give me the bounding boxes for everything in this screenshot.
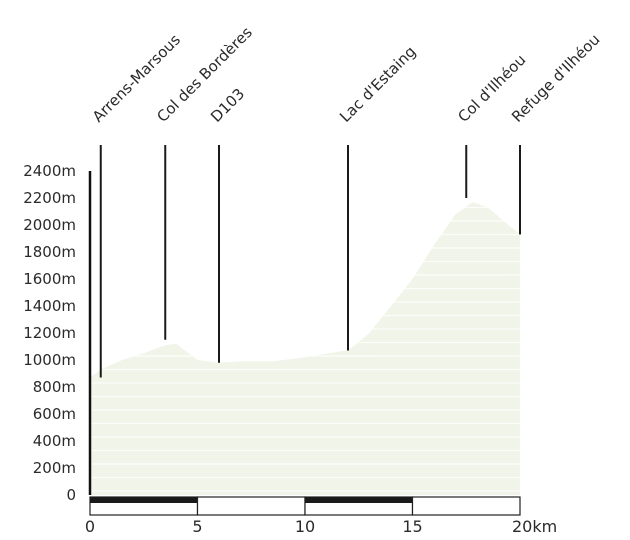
- y-tick-label: 1400m: [23, 297, 76, 315]
- x-tick-label: 20km: [512, 517, 557, 536]
- waypoint-label: Refuge d'Ilhéou: [508, 30, 603, 125]
- scale-bar-segment: [196, 496, 306, 516]
- x-tick-label: 5: [192, 517, 202, 536]
- y-tick-label: 0: [66, 486, 76, 504]
- profile-area-layer: [90, 202, 520, 495]
- x-tick-label: 10: [295, 517, 315, 536]
- waypoint-label: D103: [207, 85, 248, 126]
- x-tick-label: 0: [85, 517, 95, 536]
- y-tick-label: 200m: [33, 459, 76, 477]
- scale-bar-fill: [90, 497, 198, 503]
- elevation-area: [90, 202, 520, 495]
- y-tick-label: 2400m: [23, 162, 76, 180]
- y-tick-label: 400m: [33, 432, 76, 450]
- y-tick-label: 1800m: [23, 243, 76, 261]
- scale-bar-fill: [305, 497, 413, 503]
- waypoint-label: Lac d'Estaing: [336, 43, 419, 126]
- y-axis: 0 200m 400m 600m 800m 1000m 1200m 1400m 1600m 180…: [23, 162, 92, 504]
- waypoint-lines: [99, 145, 521, 378]
- x-tick-label: 15: [402, 517, 422, 536]
- y-tick-label: 2000m: [23, 216, 76, 234]
- y-tick-label: 1600m: [23, 270, 76, 288]
- y-tick-label: 1200m: [23, 324, 76, 342]
- y-tick-label: 1000m: [23, 351, 76, 369]
- y-tick-label: 2200m: [23, 189, 76, 207]
- x-axis: 0 5 10 15 20km: [85, 496, 557, 536]
- scale-bar-segment: [411, 496, 521, 516]
- y-tick-label: 600m: [33, 405, 76, 423]
- y-tick-label: 800m: [33, 378, 76, 396]
